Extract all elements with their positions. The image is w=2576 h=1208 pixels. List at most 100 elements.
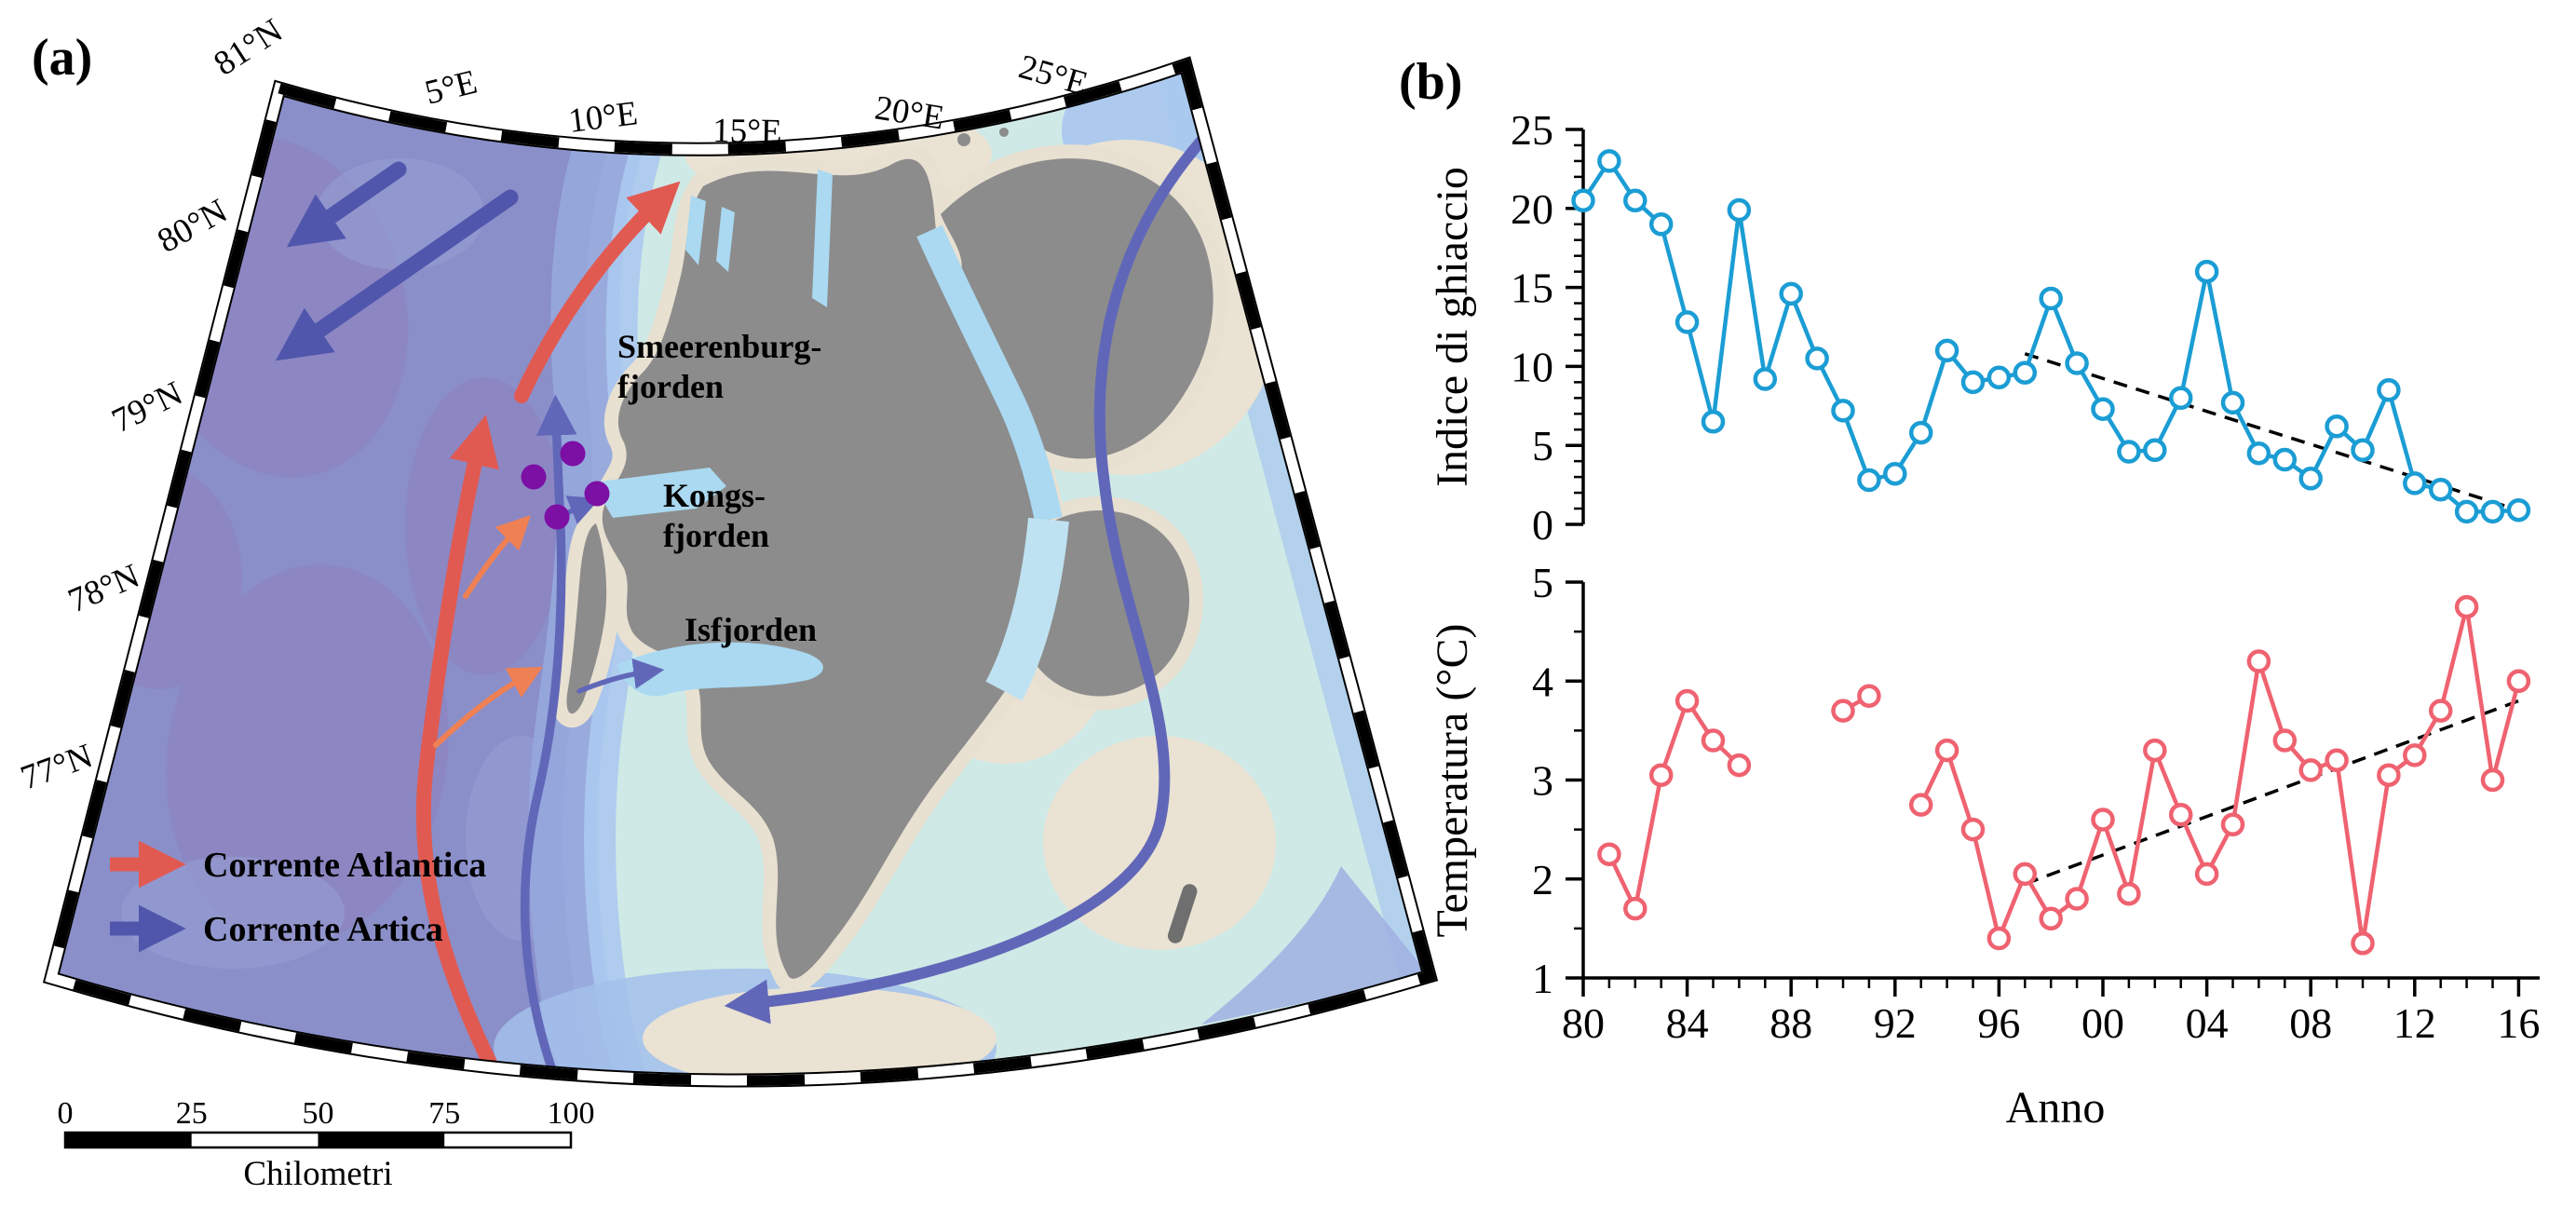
- lat-label-78N: 78°N: [62, 557, 144, 620]
- data-point-marker: [2168, 802, 2193, 827]
- y-tick-label: 15: [1511, 265, 1553, 312]
- data-point-marker: [1857, 468, 1881, 493]
- data-point-marker: [2117, 440, 2141, 464]
- panel-a-label: (a): [32, 29, 92, 87]
- scale-tick-25: 25: [176, 1096, 208, 1131]
- lat-label-79N: 79°N: [106, 374, 189, 441]
- map-legend: Corrente Atlantica Corrente Artica: [110, 840, 486, 953]
- arctic-arrow-east: [724, 127, 1214, 1025]
- y-tick-label: 4: [1532, 658, 1553, 705]
- data-point-marker: [2065, 351, 2089, 375]
- data-point-marker: [2013, 360, 2038, 385]
- station-dot-2: [521, 464, 547, 490]
- data-point-marker: [2325, 748, 2349, 773]
- data-point-marker: [2194, 259, 2219, 284]
- data-point-marker: [1805, 346, 1829, 371]
- scale-bar: 0 25 50 75 100 Chilometri: [58, 1096, 595, 1193]
- data-point-marker: [1986, 926, 2012, 951]
- data-point-marker: [1701, 728, 1726, 753]
- hinlopen-strait-water: [916, 224, 1063, 523]
- atlantic-branch-arrow-1: [463, 515, 531, 599]
- data-point-marker: [2506, 669, 2531, 694]
- data-point-marker: [1986, 365, 2012, 390]
- data-point-marker: [2506, 497, 2531, 523]
- series-line: [1918, 604, 2521, 946]
- lon-label-10E: 10°E: [566, 94, 640, 141]
- data-point-marker: [1831, 399, 1855, 423]
- lon-label-15E: 15°E: [712, 112, 782, 151]
- y-tick-label: 2: [1532, 856, 1553, 903]
- x-axis-label-anno: Anno: [2006, 1083, 2106, 1133]
- kongsfjorden-water: [592, 468, 726, 518]
- data-point-marker: [2091, 808, 2115, 832]
- kongsfjorden-label-line2: fjorden: [663, 517, 769, 554]
- y-tick-label: 5: [1532, 422, 1553, 469]
- arctic-coastal-arrow-west: [520, 394, 577, 1081]
- data-point-marker: [1908, 420, 1933, 445]
- land-prins-karls-forland: [566, 523, 607, 714]
- station-dot-1: [560, 441, 586, 467]
- data-point-marker: [2220, 390, 2245, 415]
- scale-tick-0: 0: [58, 1096, 74, 1131]
- data-point-marker: [2143, 438, 2167, 463]
- data-point-marker: [2480, 767, 2505, 793]
- lat-label-77N: 77°N: [16, 737, 98, 797]
- atlantic-arrow-main: [415, 414, 522, 1081]
- data-point-marker: [1960, 370, 1986, 395]
- legend-arctic-label: Corrente Artica: [203, 910, 443, 949]
- x-tick-label: 12: [2393, 999, 2436, 1047]
- data-point-marker: [2325, 414, 2349, 439]
- x-tick-label: 88: [1769, 999, 1812, 1047]
- data-point-marker: [2272, 728, 2298, 753]
- smeerenburgfjorden-label-line2: fjorden: [617, 368, 724, 405]
- data-point-marker: [1831, 699, 1855, 723]
- data-point-marker: [1674, 310, 1700, 334]
- data-point-marker: [2298, 467, 2323, 491]
- x-tick-label: 04: [2186, 999, 2229, 1047]
- data-point-marker: [2377, 763, 2401, 787]
- data-point-marker: [2454, 499, 2479, 524]
- arctic-arrow-isfjorden: [576, 658, 665, 694]
- data-point-marker: [2454, 594, 2479, 619]
- scale-tick-100: 100: [548, 1096, 595, 1131]
- panel-b-charts: (b) Indice di ghiaccio Temperatura (°C) …: [1399, 53, 2540, 1133]
- data-point-marker: [2298, 758, 2323, 782]
- station-dot-3: [584, 481, 610, 507]
- data-point-marker: [1597, 842, 1621, 866]
- data-point-marker: [1753, 367, 1778, 391]
- isfjorden-water: [617, 642, 823, 697]
- data-point-marker: [2039, 286, 2063, 311]
- data-point-marker: [2039, 906, 2063, 931]
- data-point-marker: [2351, 931, 2375, 956]
- smeerenburgfjorden-water: [685, 196, 706, 265]
- y-tick-label: 3: [1532, 757, 1553, 805]
- map-frame: [42, 56, 1439, 1088]
- arctic-arrow-nw-1: [286, 161, 407, 248]
- kongsfjorden-label-line1: Kongs-: [663, 477, 766, 514]
- ocean-se-corner: [1201, 866, 1430, 1025]
- data-point-marker: [1883, 461, 1907, 486]
- y-tick-label: 10: [1511, 343, 1553, 390]
- station-dots: [521, 441, 610, 530]
- data-point-marker: [2194, 862, 2219, 887]
- scale-tick-75: 75: [428, 1096, 460, 1131]
- data-point-marker: [1727, 753, 1752, 778]
- ice-index-y-axis-label: Indice di ghiaccio: [1428, 167, 1477, 487]
- data-point-marker: [1623, 188, 1647, 213]
- data-point-marker: [2065, 887, 2089, 911]
- legend-atlantic-label: Corrente Atlantica: [203, 846, 486, 885]
- scale-unit-label: Chilometri: [243, 1155, 392, 1193]
- y-tick-label: 25: [1511, 106, 1553, 154]
- data-point-marker: [2143, 738, 2167, 763]
- data-point-marker: [2428, 477, 2453, 502]
- arctic-current-arrows: [275, 161, 519, 361]
- data-point-marker: [1934, 338, 1959, 363]
- y-tick-label: 1: [1532, 955, 1553, 1002]
- data-point-marker: [1934, 738, 1959, 763]
- fjord-water: [592, 170, 1069, 701]
- arctic-arrow-nw-2: [275, 189, 519, 361]
- data-point-marker: [1857, 684, 1881, 708]
- lon-label-25E: 25°E: [1015, 48, 1092, 103]
- station-dot-4: [544, 504, 570, 530]
- smeerenburgfjorden-label-line1: Smeerenburg-: [617, 328, 821, 365]
